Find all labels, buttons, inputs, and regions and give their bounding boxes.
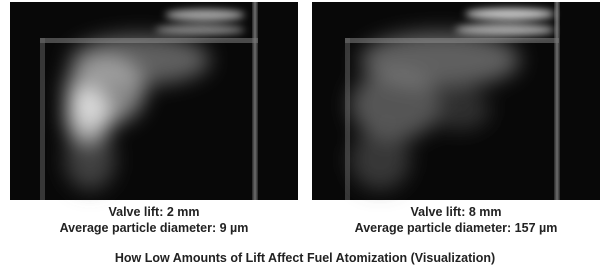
caption-right-lift: Valve lift: 8 mm [410, 205, 501, 219]
figure-title: How Low Amounts of Lift Affect Fuel Atom… [115, 251, 495, 265]
figure: Valve lift: 2 mm Average particle diamet… [0, 0, 610, 270]
caption-left-diameter: Average particle diameter: 9 µm [60, 221, 249, 235]
caption-right-diameter: Average particle diameter: 157 µm [355, 221, 558, 235]
page: Valve lift: 2 mm Average particle diamet… [0, 0, 610, 270]
photo-left [10, 2, 298, 200]
photo-right [312, 2, 600, 200]
caption-left-lift: Valve lift: 2 mm [108, 205, 199, 219]
